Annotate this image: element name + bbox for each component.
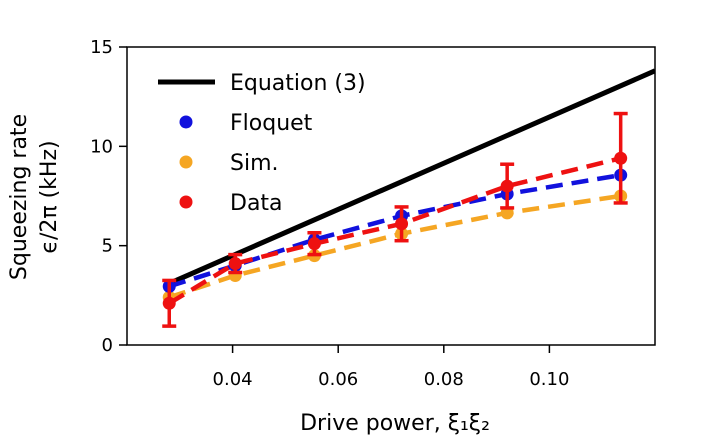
- data-point-data: [500, 179, 514, 193]
- legend: Equation (3) Floquet Sim. Data: [158, 71, 366, 216]
- plot-area: [162, 68, 655, 328]
- x-axis-label: Drive power, ξ₁ξ₂: [300, 411, 490, 436]
- y-tick-label: 15: [90, 37, 113, 58]
- y-tick-label: 10: [90, 136, 113, 157]
- x-tick-label: 0.06: [318, 369, 358, 390]
- plot-frame: [126, 46, 656, 346]
- data-point-data: [395, 217, 409, 231]
- axes: 0 5 10 15 0.04 0.06 0.08 0.10: [90, 37, 656, 390]
- x-tick-label: 0.04: [213, 369, 253, 390]
- x-tick-label: 0.08: [424, 369, 464, 390]
- y-axis-label-line2: ϵ/2π (kHz): [37, 140, 62, 253]
- x-tick-label: 0.10: [529, 369, 569, 390]
- legend-swatch-data: [179, 195, 193, 209]
- y-tick-label: 0: [102, 335, 113, 356]
- series-line-sim: [168, 193, 622, 300]
- y-axis-label-line1: Squeezing rate: [7, 114, 32, 280]
- legend-label-floquet: Floquet: [230, 111, 313, 136]
- series-line-equation-3: [168, 68, 655, 286]
- legend-label-equation-3: Equation (3): [230, 71, 366, 96]
- series-group: [162, 68, 655, 328]
- data-point-data: [228, 257, 242, 271]
- y-tick-label: 5: [102, 236, 113, 257]
- data-point-data: [614, 151, 628, 165]
- legend-swatch-floquet: [179, 115, 193, 129]
- legend-swatch-sim: [179, 155, 193, 169]
- data-point-data: [307, 237, 321, 251]
- data-point-data: [162, 296, 176, 310]
- legend-label-data: Data: [230, 191, 283, 216]
- legend-label-sim: Sim.: [230, 151, 279, 176]
- series-line-data: [168, 156, 622, 306]
